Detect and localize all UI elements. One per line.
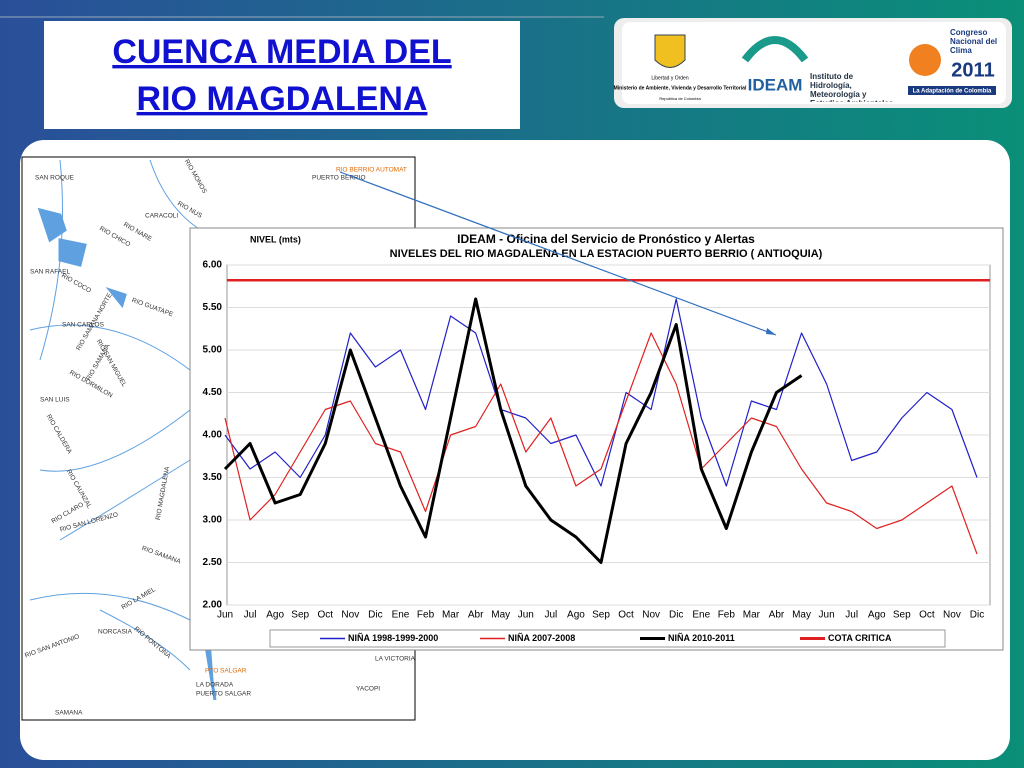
y-tick-label: 4.00 (203, 430, 223, 441)
pointer-arrow (339, 171, 777, 336)
x-tick-label: Dic (970, 610, 984, 621)
logo-text: Congreso Nacional del Clima (950, 28, 998, 55)
legend-label: NIÑA 1998-1999-2000 (348, 633, 438, 643)
logo-text: Ministerio de Ambiente, Vivienda y Desar… (614, 85, 747, 91)
x-tick-label: Ago (567, 610, 585, 621)
tagline-bg (908, 86, 996, 95)
x-tick-label: Dic (368, 610, 382, 621)
x-tick-label: Jul (845, 610, 858, 621)
x-tick-label: Abr (769, 610, 785, 621)
y-tick-label: 4.50 (203, 387, 223, 398)
slide-title: CUENCA MEDIA DEL (112, 33, 451, 71)
map-label: LA DORADA (196, 682, 234, 689)
water (37, 207, 217, 701)
x-tick-label: Jul (544, 610, 557, 621)
x-tick-label: Mar (743, 610, 761, 621)
x-tick-label: Jun (217, 610, 233, 621)
y-tick-label: 3.50 (203, 472, 223, 483)
x-tick-label: Ago (266, 610, 284, 621)
y-tick-label: 5.50 (203, 302, 223, 313)
map-label: SAN LUIS (40, 397, 70, 404)
map-label: RIO BERRIO AUTOMAT (336, 167, 407, 174)
map-label: PUERTO SALGAR (196, 691, 251, 698)
logo-text-box: Instituto de Hidrología, Meteorología y … (810, 72, 893, 102)
y-axis-label: NIVEL (mts) (250, 234, 301, 244)
chart-frame (189, 227, 1004, 651)
title-box (44, 21, 520, 129)
arrow-head (766, 328, 776, 335)
logo-panel (622, 22, 1006, 104)
map-label: NORCASIA (98, 629, 133, 636)
chart-subtitle: NIVELES DEL RIO MAGDALENA EN LA ESTACION… (390, 248, 823, 260)
x-tick-label: Nov (943, 610, 961, 621)
x-tick-label: Ene (392, 610, 410, 621)
logo-text: 2011 (951, 59, 994, 81)
x-tick-label: Sep (592, 610, 610, 621)
x-tick-label: Feb (718, 610, 736, 621)
x-tick-label: Nov (341, 610, 359, 621)
x-tick-label: Ene (692, 610, 710, 621)
ideam-logo (741, 36, 809, 63)
shield (654, 34, 686, 68)
x-tick-label: Oct (919, 610, 935, 621)
map-label: SAN ROQUE (35, 175, 75, 182)
series-line (224, 298, 978, 487)
map-label: PUERTO BERRIO (312, 175, 366, 182)
slide-title: RIO MAGDALENA (137, 80, 428, 118)
y-tick-label: 2.50 (203, 557, 223, 568)
x-tick-label: Feb (417, 610, 435, 621)
x-tick-label: Mar (442, 610, 460, 621)
series-line (223, 297, 803, 564)
map-label: SAMANA (55, 710, 83, 717)
logo-text: República de Colombia (659, 96, 701, 101)
x-tick-label: Jun (518, 610, 534, 621)
logo-text: La Adaptación de Colombia (913, 89, 992, 95)
congress-logo (909, 44, 941, 76)
x-tick-label: Jul (244, 610, 257, 621)
x-tick-label: May (491, 610, 510, 621)
x-tick-label: Abr (468, 610, 484, 621)
logo-text: Libertad y Orden (651, 75, 688, 81)
map-label: PTO SALGAR (205, 668, 247, 675)
legend (269, 629, 946, 648)
map-label: CARACOLI (145, 213, 178, 220)
chart-title: IDEAM - Oficina del Servicio de Pronósti… (457, 232, 755, 246)
legend-label: NIÑA 2010-2011 (668, 633, 735, 643)
logo-text: Instituto de Hidrología, Meteorología y … (810, 72, 893, 102)
map-label: SAN RAFAEL (30, 269, 70, 276)
y-tick-label: 3.00 (203, 515, 223, 526)
y-tick-label: 6.00 (203, 260, 223, 271)
map-label: LA VICTORIA (375, 656, 416, 663)
legend-label: NIÑA 2007-2008 (508, 633, 575, 643)
y-tick-label: 5.00 (203, 345, 223, 356)
map-label: SAN CARLOS (62, 322, 105, 329)
x-tick-label: Jun (819, 610, 835, 621)
x-tick-label: Nov (642, 610, 660, 621)
chart: 2.00 2.50 3.00 3.50 4.00 4.50 5.00 5.50 6.00 Jun J… (203, 260, 990, 643)
logo-text: IDEAM (748, 75, 803, 94)
x-tick-label: May (792, 610, 811, 621)
x-tick-label: Sep (893, 610, 911, 621)
x-tick-label: Sep (291, 610, 309, 621)
x-tick-label: Ago (868, 610, 886, 621)
logo-text-box: Congreso Nacional del Clima (950, 28, 998, 55)
x-tick-label: Oct (317, 610, 333, 621)
series-line (224, 332, 978, 555)
river (29, 159, 221, 671)
x-tick-label: Dic (669, 610, 683, 621)
legend-label: COTA CRITICA (828, 633, 892, 643)
y-tick-label: 2.00 (203, 600, 223, 611)
map-label: YACOPI (356, 686, 380, 693)
x-tick-label: Oct (618, 610, 634, 621)
